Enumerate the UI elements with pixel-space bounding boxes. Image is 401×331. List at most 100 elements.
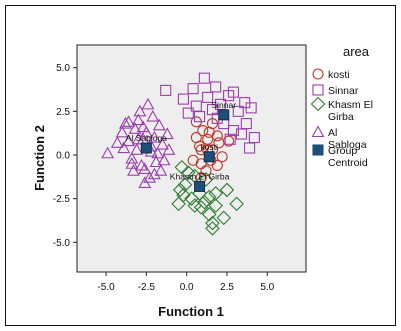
point-kosti xyxy=(197,125,209,137)
point-sinnar xyxy=(194,111,206,123)
point-al-sabloga xyxy=(152,118,166,131)
point-sinnar xyxy=(223,90,235,102)
centroid-marker xyxy=(203,151,215,163)
point-khasm-el-girba xyxy=(229,196,244,212)
point-kosti xyxy=(216,151,228,163)
point-khasm-el-girba xyxy=(187,198,203,213)
point-al-sabloga xyxy=(101,146,115,159)
legend-marker xyxy=(312,84,324,96)
y-axis: 5.0 2.5 0.0 -2.5 -5.0 xyxy=(53,63,77,249)
x-tick-label: 0.0 xyxy=(180,282,194,293)
point-kosti xyxy=(211,159,223,172)
point-al-sabloga xyxy=(110,136,124,148)
x-axis-title: Function 1 xyxy=(158,304,224,319)
point-khasm-el-girba xyxy=(193,200,209,215)
y-axis-title: Function 2 xyxy=(32,125,47,191)
point-sinnar xyxy=(202,91,214,103)
legend-marker xyxy=(310,96,326,112)
y-tick-label: 2.5 xyxy=(56,107,70,118)
centroids: kosti Sinnar Khasm El Girba Al Sabloga xyxy=(126,100,236,192)
data-points xyxy=(101,72,260,236)
y-tick-label: -5.0 xyxy=(53,238,71,249)
point-sinnar xyxy=(210,81,222,93)
legend-marker xyxy=(311,125,325,138)
point-al-sabloga xyxy=(146,109,160,122)
point-kosti xyxy=(187,154,199,166)
point-al-sabloga xyxy=(151,146,165,159)
centroid-label: Al Sabloga xyxy=(126,133,167,143)
centroid-label: kosti xyxy=(200,142,218,152)
x-tick-label: -2.5 xyxy=(138,282,156,293)
legend-label: Group Centroid xyxy=(328,145,368,169)
point-khasm-el-girba xyxy=(205,215,220,231)
point-khasm-el-girba xyxy=(180,165,196,180)
point-al-sabloga xyxy=(156,137,169,150)
point-al-sabloga xyxy=(115,125,129,138)
y-tick-label: 5.0 xyxy=(56,63,70,74)
point-khasm-el-girba xyxy=(208,198,223,213)
point-al-sabloga xyxy=(149,155,163,168)
centroid-label: Khasm El Girba xyxy=(170,171,230,181)
point-al-sabloga xyxy=(160,127,174,140)
x-tick-label: 5.0 xyxy=(260,282,274,293)
point-al-sabloga xyxy=(147,130,161,143)
point-khasm-el-girba xyxy=(216,210,232,226)
point-al-sabloga xyxy=(138,162,152,175)
legend-label: Khasm El Girba xyxy=(328,99,373,123)
point-al-sabloga xyxy=(157,153,171,166)
legend: area kosti Sinnar Khasm El Girba Al SablogaGr… xyxy=(310,44,373,169)
point-sinnar xyxy=(248,131,260,144)
y-tick-label: 0.0 xyxy=(56,151,70,162)
point-khasm-el-girba xyxy=(174,159,190,175)
point-sinnar xyxy=(232,105,244,117)
point-al-sabloga xyxy=(130,143,144,155)
legend-title: area xyxy=(343,44,370,59)
point-al-sabloga xyxy=(138,176,152,188)
point-al-sabloga xyxy=(122,115,136,127)
legend-label: Al Sabloga xyxy=(328,127,367,151)
point-al-sabloga xyxy=(125,157,139,169)
point-al-sabloga xyxy=(147,167,161,180)
centroid-marker xyxy=(194,180,206,192)
point-sinnar xyxy=(224,133,236,145)
legend-marker xyxy=(312,68,324,80)
point-khasm-el-girba xyxy=(201,207,217,222)
point-sinnar xyxy=(177,93,189,105)
centroid-marker xyxy=(218,109,230,121)
x-tick-label: -5.0 xyxy=(97,282,115,293)
point-sinnar xyxy=(187,83,199,95)
point-sinnar xyxy=(240,118,252,130)
point-khasm-el-girba xyxy=(172,182,188,198)
x-tick-label: 2.5 xyxy=(220,282,234,293)
point-al-sabloga xyxy=(122,134,136,147)
legend-label: Sinnar xyxy=(328,85,359,97)
legend-marker xyxy=(312,144,324,156)
point-khasm-el-girba xyxy=(198,172,214,187)
point-sinnar xyxy=(182,107,194,119)
point-sinnar xyxy=(227,125,239,137)
plot-area xyxy=(76,44,307,273)
point-khasm-el-girba xyxy=(197,194,212,210)
point-al-sabloga xyxy=(133,104,147,117)
point-sinnar xyxy=(245,102,257,114)
point-khasm-el-girba xyxy=(219,182,235,198)
point-al-sabloga xyxy=(128,122,142,134)
y-tick-label: -2.5 xyxy=(53,194,71,205)
point-al-sabloga xyxy=(154,164,168,176)
point-al-sabloga xyxy=(131,113,145,126)
point-al-sabloga xyxy=(125,151,139,164)
x-axis: -5.0 -2.5 0.0 2.5 5.0 xyxy=(97,272,275,293)
point-khasm-el-girba xyxy=(171,196,186,212)
point-sinnar xyxy=(198,72,210,84)
point-sinnar xyxy=(160,84,172,96)
point-al-sabloga xyxy=(162,143,176,155)
point-al-sabloga xyxy=(131,132,145,145)
centroid-marker xyxy=(140,142,152,154)
point-khasm-el-girba xyxy=(201,189,217,205)
centroid-label: Sinnar xyxy=(211,100,236,110)
legend-label: kosti xyxy=(328,69,350,81)
point-khasm-el-girba xyxy=(208,186,223,201)
point-khasm-el-girba xyxy=(205,221,220,236)
point-al-sabloga xyxy=(127,164,140,176)
